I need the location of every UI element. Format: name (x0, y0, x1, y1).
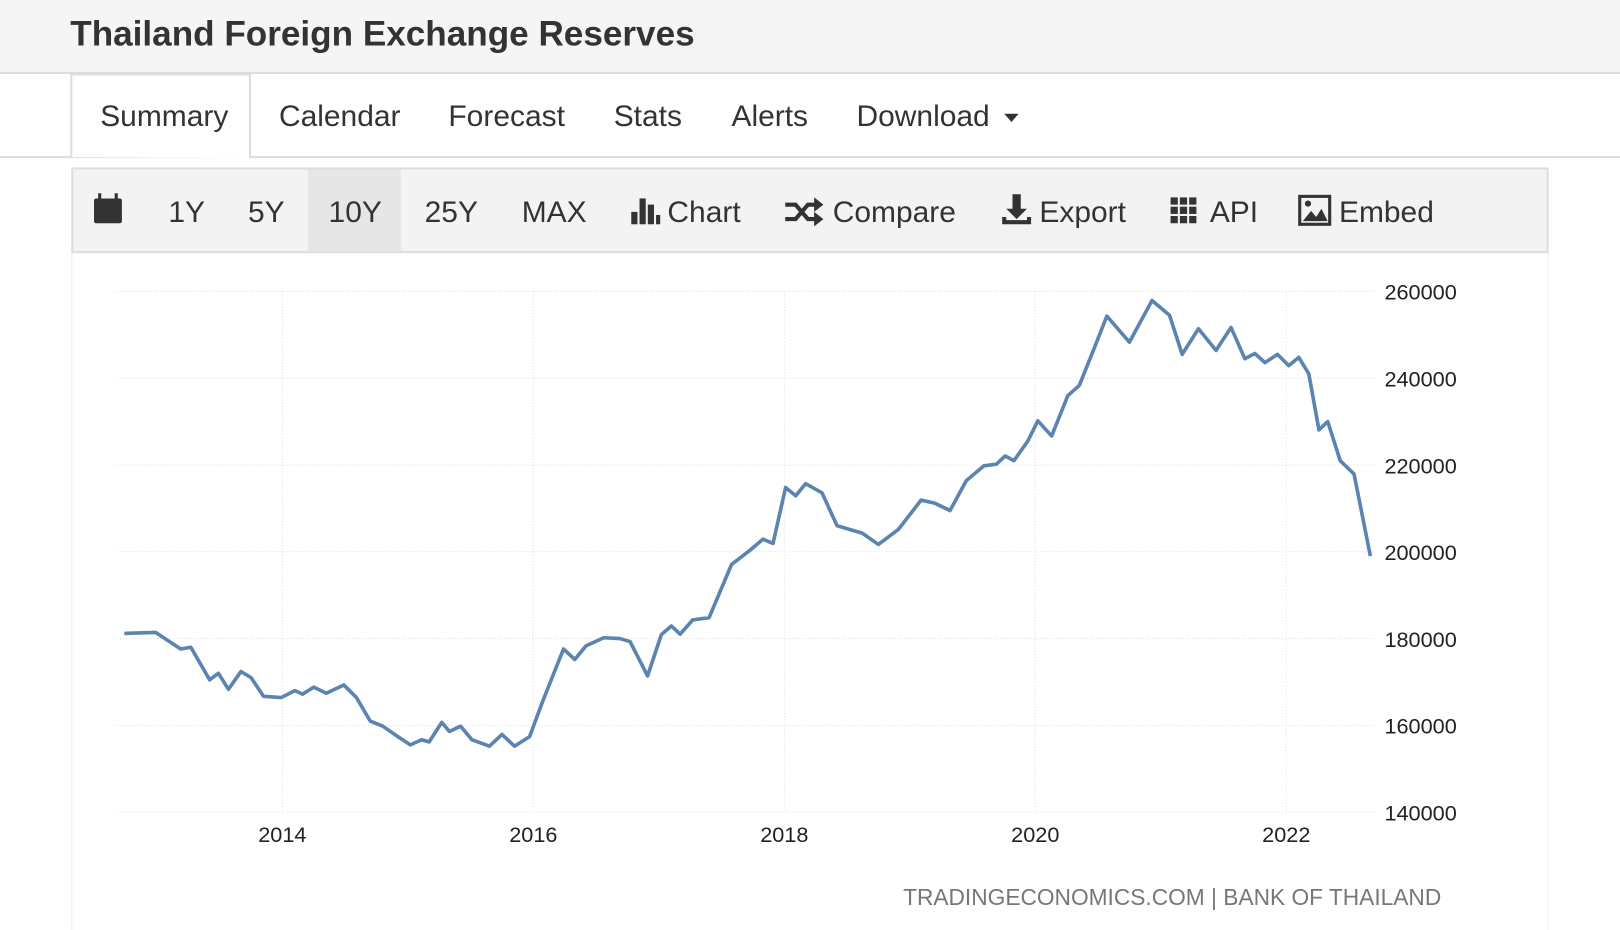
api-dot (1170, 216, 1178, 224)
toolbar-button[interactable]: 5Y (248, 196, 285, 229)
toolbar-button[interactable]: Embed (1339, 196, 1434, 229)
x-tick-label: 2022 (1262, 822, 1310, 847)
toolbar-button[interactable]: API (1210, 196, 1258, 229)
y-tick-label: 220000 (1384, 453, 1456, 478)
toolbar-button[interactable]: Compare (833, 196, 956, 229)
x-tick-label: 2018 (760, 822, 808, 847)
toolbar-button[interactable]: Chart (667, 196, 741, 229)
tab[interactable]: Download (856, 100, 989, 133)
api-dot (1189, 206, 1197, 214)
y-tick-label: 160000 (1384, 714, 1456, 739)
toolbar-button[interactable]: MAX (522, 196, 587, 229)
selected-range-bg (307, 169, 401, 252)
tab[interactable]: Calendar (279, 100, 401, 133)
tab[interactable]: Summary (100, 100, 228, 133)
x-tick-label: 2014 (258, 822, 306, 847)
calendar-icon[interactable] (94, 193, 122, 224)
api-dot (1170, 206, 1178, 214)
icons (631, 113, 1332, 227)
page-title: Thailand Foreign Exchange Reserves (70, 15, 694, 54)
tab[interactable]: Forecast (448, 100, 565, 133)
source-note: TRADINGECONOMICS.COM | BANK OF THAILAND (903, 884, 1441, 910)
tab[interactable]: Stats (614, 100, 682, 133)
y-tick-label: 200000 (1384, 540, 1456, 565)
x-tick-label: 2020 (1011, 822, 1059, 847)
toolbar-button[interactable]: 10Y (329, 196, 382, 229)
toolbar-button[interactable]: 25Y (425, 196, 478, 229)
api-dot (1179, 206, 1188, 214)
header-bar (0, 0, 1620, 73)
toolbar-button[interactable]: 1Y (168, 196, 205, 229)
api-dot (1170, 197, 1178, 205)
y-tick-label: 260000 (1384, 280, 1456, 305)
api-dot (1179, 197, 1188, 205)
tab[interactable]: Alerts (731, 100, 808, 133)
y-tick-label: 140000 (1384, 800, 1456, 825)
y-tick-label: 240000 (1384, 366, 1456, 391)
toolbar-button[interactable]: Export (1039, 196, 1126, 229)
api-dot (1189, 216, 1197, 224)
api-dot (1189, 197, 1197, 205)
series-line (124, 298, 1373, 749)
active-tab-border (70, 73, 252, 159)
y-tick-label: 180000 (1384, 627, 1456, 652)
api-dot (1179, 216, 1188, 224)
toolbar (71, 167, 1549, 254)
x-tick-label: 2016 (509, 822, 557, 847)
